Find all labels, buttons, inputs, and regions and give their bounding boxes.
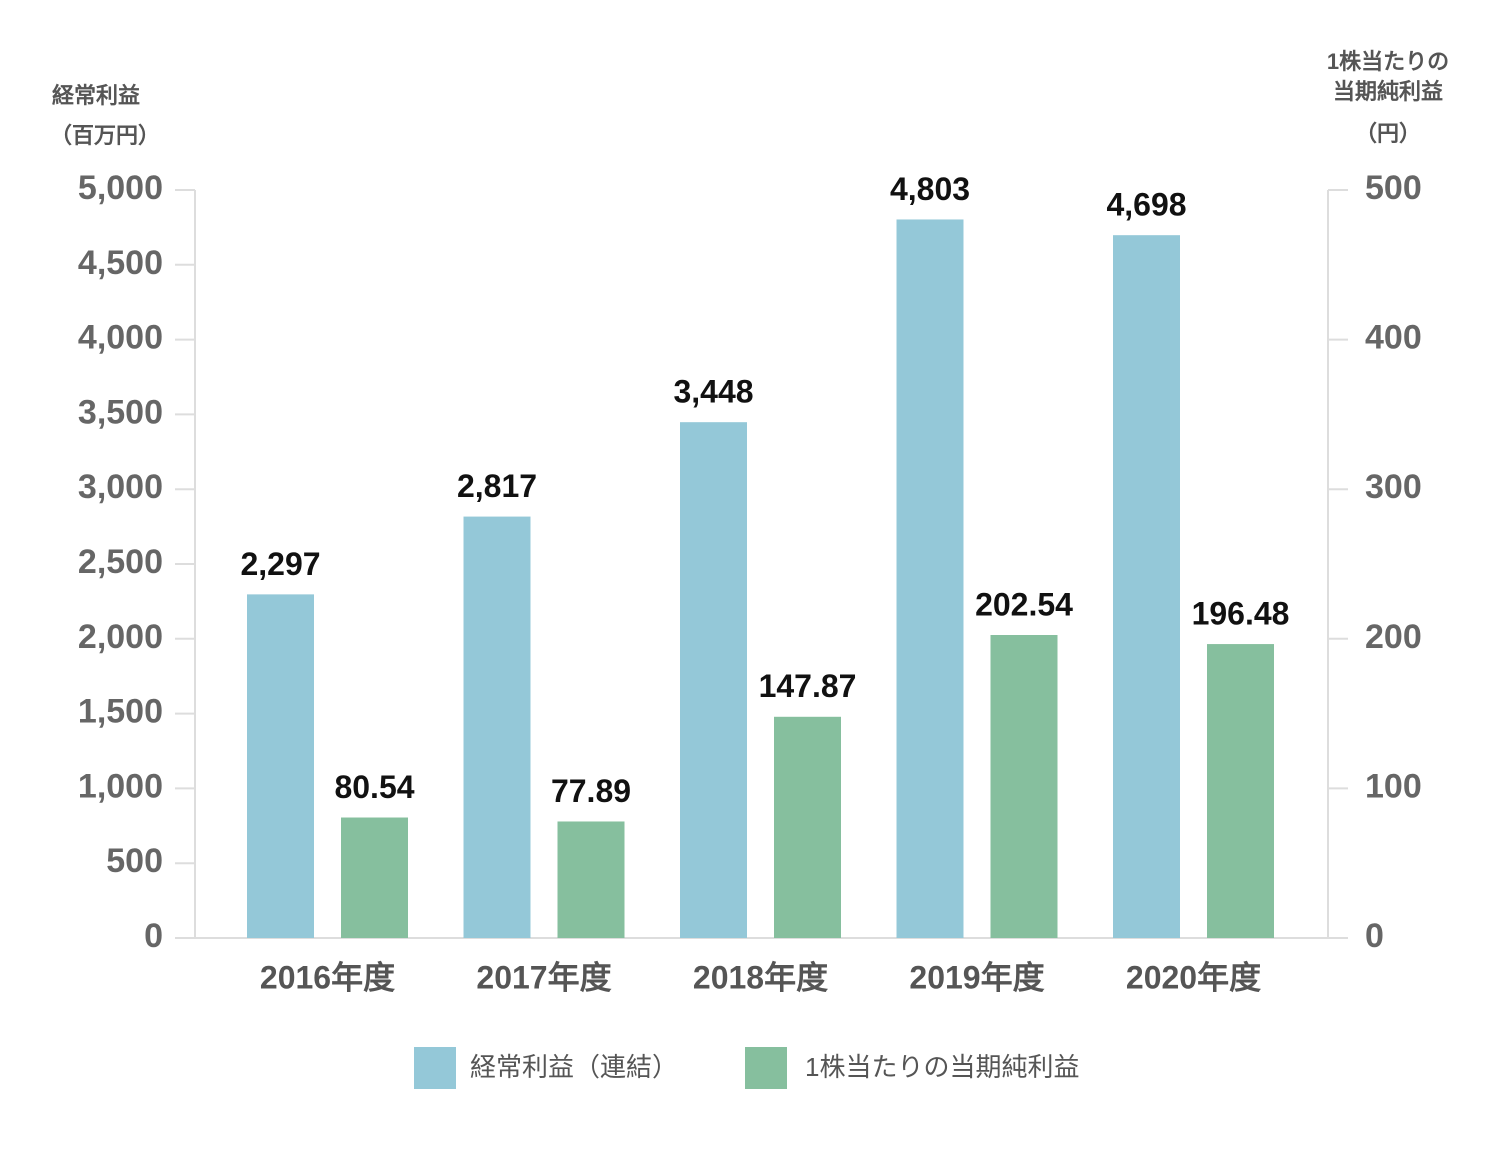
y-tick-label: 3,500	[78, 393, 163, 431]
y-tick-label: 4,500	[78, 244, 163, 282]
legend-swatch	[745, 1047, 787, 1089]
bar	[774, 716, 841, 938]
value-label: 4,698	[1106, 187, 1186, 223]
bar	[680, 422, 747, 938]
y-tick-label: 1,500	[78, 693, 163, 731]
y2-tick-label: 400	[1365, 319, 1422, 357]
y-tick-label: 1,000	[78, 767, 163, 805]
bar	[896, 219, 964, 939]
x-tick-label: 2016年度	[260, 959, 395, 995]
x-tick-label: 2017年度	[476, 959, 611, 995]
y-tick-label: 2,500	[78, 543, 163, 581]
value-label: 196.48	[1192, 596, 1290, 632]
value-label: 147.87	[759, 668, 857, 704]
bar	[1207, 644, 1274, 938]
legend-swatch	[414, 1047, 456, 1089]
x-tick-label: 2020年度	[1126, 959, 1261, 995]
y-tick-label: 5,000	[78, 169, 163, 207]
value-label: 80.54	[334, 769, 414, 805]
bar	[341, 817, 408, 938]
value-label: 3,448	[673, 374, 753, 410]
y-tick-label: 4,000	[78, 319, 163, 357]
y-axis-title: 経常利益	[52, 83, 140, 108]
legend-label: 1株当たりの当期純利益	[805, 1052, 1079, 1082]
value-label: 2,297	[240, 546, 320, 582]
y2-tick-label: 300	[1365, 468, 1422, 506]
y2-tick-label: 100	[1365, 767, 1422, 805]
legend-label: 経常利益（連結）	[470, 1052, 678, 1082]
y2-tick-label: 0	[1365, 917, 1384, 955]
x-tick-label: 2018年度	[693, 959, 828, 995]
bar	[1113, 235, 1180, 938]
value-label: 4,803	[890, 171, 970, 207]
y-tick-label: 0	[144, 917, 163, 955]
y2-axis-title: 当期純利益	[1333, 79, 1443, 104]
bar	[990, 635, 1058, 938]
bar	[557, 821, 625, 938]
bar	[463, 516, 531, 938]
y2-axis-title: （円）	[1355, 121, 1421, 146]
bar	[247, 594, 314, 938]
y2-tick-label: 200	[1365, 618, 1422, 656]
value-label: 2,817	[457, 468, 537, 504]
y2-tick-label: 500	[1365, 169, 1422, 207]
value-label: 77.89	[551, 773, 631, 809]
value-label: 202.54	[975, 586, 1073, 622]
y-tick-label: 500	[106, 842, 163, 880]
x-tick-label: 2019年度	[909, 959, 1044, 995]
y2-axis-title: 1株当たりの	[1327, 49, 1449, 74]
y-tick-label: 2,000	[78, 618, 163, 656]
y-tick-label: 3,000	[78, 468, 163, 506]
y-axis-title: （百万円）	[50, 123, 160, 148]
